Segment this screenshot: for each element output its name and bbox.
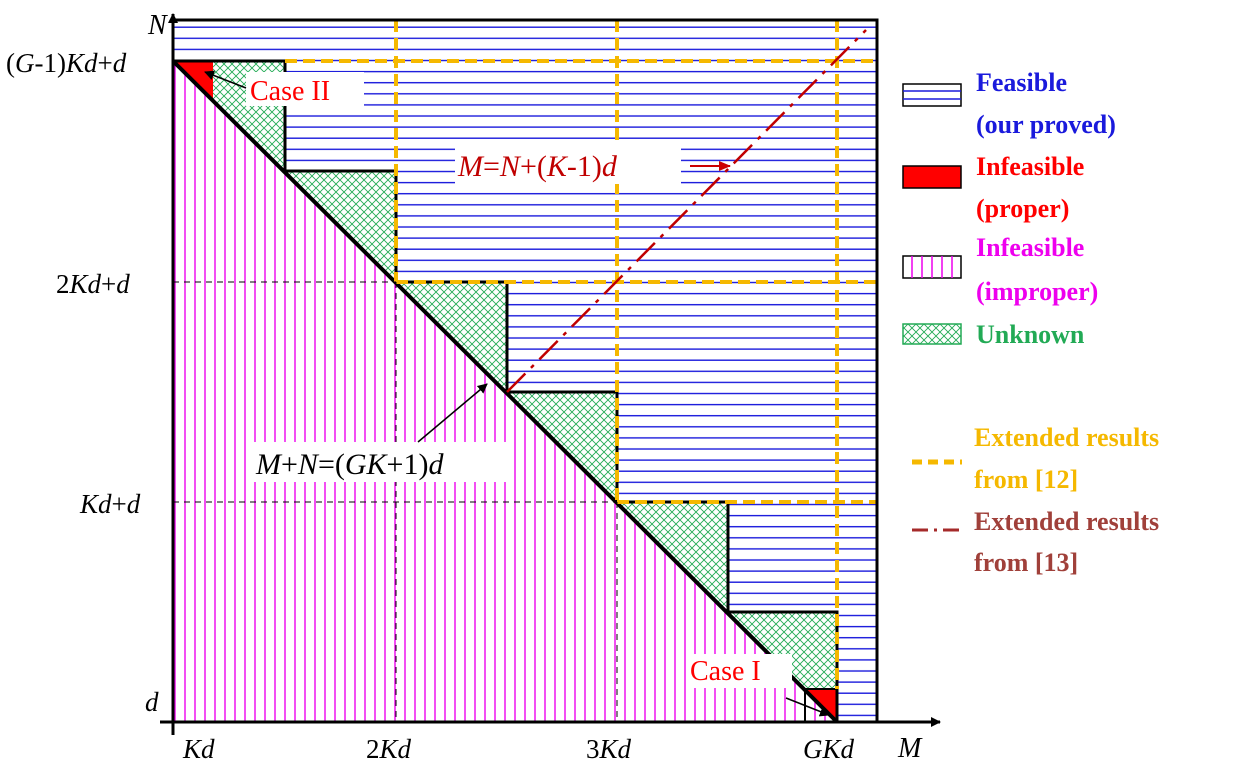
case-i-label: Case I: [690, 656, 761, 687]
diag-eq-arrow: [417, 383, 488, 443]
legend-proper-line2: (proper): [976, 194, 1069, 223]
legend-improper-line1: Infeasible: [976, 233, 1084, 262]
legend-proper-line1: Infeasible: [976, 152, 1084, 181]
legend-improper-line2: (improper): [976, 277, 1098, 306]
x-tick-3kd: 3Kd: [586, 734, 632, 764]
y-axis-label: N: [147, 10, 168, 41]
case-ii-label: Case II: [250, 76, 330, 107]
y-tick-g1kdd: (G-1)Kd+d: [6, 48, 127, 78]
case-ii-label-bg: [246, 72, 364, 106]
y-tick-d: d: [145, 687, 159, 717]
y-tick-kdd: Kd+d: [79, 489, 141, 519]
x-tick-kd: Kd: [182, 734, 215, 764]
case-i-arrow: [785, 697, 830, 717]
case-i-label-bg: [688, 654, 792, 688]
case-ii-arrow: [204, 70, 247, 89]
diag-eq-bg: [252, 442, 514, 482]
diagonal-line: [171, 59, 839, 724]
legend-feasible-line2: (our proved): [976, 110, 1116, 139]
ext12-lines: [285, 20, 877, 689]
diag-eq: M+N=(GK+1)d: [255, 448, 444, 481]
legend-ext13-line2: from [13]: [974, 548, 1078, 577]
legend-swatch-improper: [902, 255, 962, 279]
legend-unknown: Unknown: [976, 320, 1085, 349]
line13-eq: M=N+(K-1)d: [457, 150, 618, 183]
x-tick-gkd: GKd: [803, 734, 855, 764]
legend: Feasible (our proved) Infeasible (proper…: [902, 68, 1159, 577]
legend-feasible-line1: Feasible: [976, 68, 1067, 97]
legend-ext12-line1: Extended results: [974, 423, 1159, 452]
y-tick-2kdd: 2Kd+d: [56, 269, 130, 299]
line13-eq-bg: [455, 146, 681, 184]
legend-swatch-proper: [902, 165, 962, 189]
legend-swatch-unknown: [902, 323, 962, 345]
ext13-line: [506, 29, 867, 393]
x-axis-label: M: [897, 733, 923, 764]
legend-swatch-feasible: [902, 83, 962, 107]
legend-ext13-line1: Extended results: [974, 507, 1159, 536]
legend-ext12-line2: from [12]: [974, 465, 1078, 494]
x-tick-2kd: 2Kd: [366, 734, 412, 764]
guide-lines: [173, 281, 618, 722]
